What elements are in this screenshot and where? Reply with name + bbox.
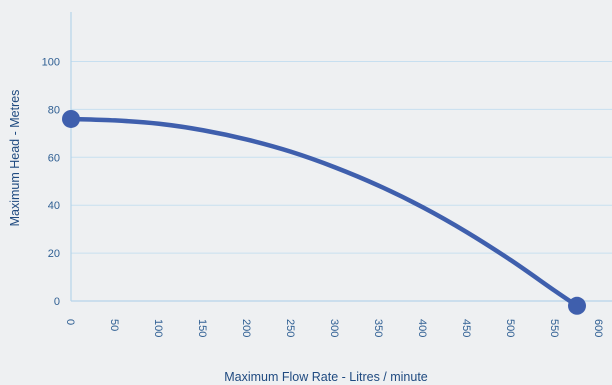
y-tick-label-20: 20 — [48, 248, 60, 260]
y-tick-label-100: 100 — [42, 57, 60, 69]
x-axis-label: Maximum Flow Rate - Litres / minute — [224, 370, 428, 384]
y-tick-label-40: 40 — [48, 200, 60, 212]
x-tick-label-550: 550 — [548, 319, 560, 337]
y-tick-label-0: 0 — [54, 296, 60, 308]
x-tick-label-200: 200 — [240, 319, 252, 337]
y-tick-label-60: 60 — [48, 152, 60, 164]
x-tick-label-50: 50 — [108, 319, 120, 331]
x-tick-label-600: 600 — [592, 319, 604, 337]
series-layer — [62, 109, 586, 315]
x-tick-label-500: 500 — [504, 319, 516, 337]
y-axis-label: Maximum Head - Metres — [8, 90, 22, 227]
x-tick-label-150: 150 — [196, 319, 208, 337]
series-line-0 — [68, 116, 580, 309]
endpoint-marker-1 — [568, 296, 586, 315]
x-tick-label-300: 300 — [328, 319, 340, 337]
x-tick-label-450: 450 — [460, 319, 472, 337]
endpoint-marker-0 — [62, 109, 80, 128]
grid-layer — [71, 61, 612, 254]
x-tick-label-0: 0 — [64, 319, 76, 325]
y-tick-label-80: 80 — [48, 104, 60, 116]
x-tick-label-100: 100 — [152, 319, 164, 337]
x-tick-label-250: 250 — [284, 319, 296, 337]
x-tick-label-350: 350 — [372, 319, 384, 337]
axis-layer — [70, 12, 612, 302]
x-tick-label-400: 400 — [416, 319, 428, 337]
tick-layer: 0 20 40 60 80 100 0 50 100 150 200 250 300 350 400 450 5… — [42, 57, 604, 338]
